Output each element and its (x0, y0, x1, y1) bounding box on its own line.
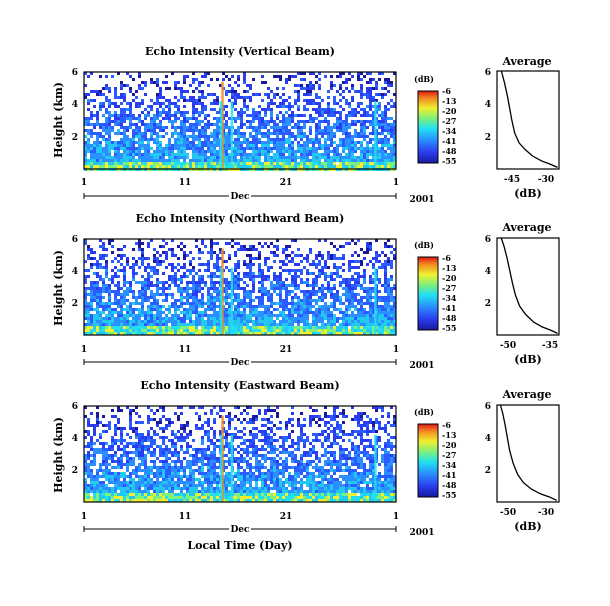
colorbar-tick: -34 (442, 460, 457, 470)
colorbar-ticks: -6 -13 -20 -27 -34 -41 -48 -55 (442, 253, 457, 333)
heatmap-title: Echo Intensity (Eastward Beam) (140, 379, 339, 392)
y-tick-label: 4 (72, 267, 78, 277)
colorbar-tick: -6 (442, 86, 451, 96)
x-tick-label: 11 (179, 345, 192, 355)
colorbar-tick: -41 (442, 303, 456, 313)
profile-x-tick: -50 (500, 508, 516, 518)
x-tick-label: 1 (81, 512, 87, 522)
colorbar-unit: (dB) (414, 240, 434, 250)
colorbar-tick: -27 (442, 450, 456, 460)
y-tick-label: 2 (72, 133, 78, 143)
profile-title: Average (501, 388, 551, 401)
colorbar-tick: -20 (442, 106, 457, 116)
colorbar (418, 91, 438, 163)
y-tick-label: 6 (72, 235, 78, 245)
profile-x-label: (dB) (514, 520, 541, 533)
colorbar-tick: -41 (442, 136, 456, 146)
profile-y-tick: 4 (485, 267, 491, 277)
colorbar-tick: -13 (442, 263, 457, 273)
year-label: 2001 (409, 361, 434, 371)
x-tick-label: 1 (81, 178, 87, 188)
x-tick-label: 11 (179, 512, 192, 522)
x-tick-label: 1 (393, 178, 399, 188)
colorbar-tick: -6 (442, 420, 451, 430)
profile-x-tick: -30 (538, 508, 554, 518)
profile-title: Average (501, 221, 551, 234)
month-label: Dec (230, 192, 250, 202)
colorbar-tick: -48 (442, 146, 457, 156)
row-eastward-beam: Echo Intensity (Eastward Beam) Height (k… (52, 379, 559, 552)
y-tick-label: 4 (72, 434, 78, 444)
profile-title: Average (501, 55, 551, 68)
heatmap-title: Echo Intensity (Vertical Beam) (145, 45, 335, 58)
profile-frame (497, 405, 559, 502)
profile-y-tick: 6 (485, 235, 491, 245)
colorbar-tick: -27 (442, 283, 456, 293)
y-axis-label: Height (km) (52, 250, 65, 326)
x-tick-label: 1 (393, 345, 399, 355)
profile-x-tick: -50 (500, 341, 516, 351)
x-tick-label: 1 (81, 345, 87, 355)
profile-y-tick: 6 (485, 402, 491, 412)
profile-line (501, 238, 557, 333)
row-vertical-beam: Echo Intensity (Vertical Beam) Height (k… (52, 45, 559, 205)
colorbar (418, 257, 438, 330)
colorbar-tick: -6 (442, 253, 451, 263)
profile-line (500, 405, 556, 500)
colorbar-tick: -27 (442, 116, 456, 126)
colorbar-tick: -13 (442, 430, 457, 440)
heatmap-title: Echo Intensity (Northward Beam) (136, 212, 345, 225)
row-northward-beam: Echo Intensity (Northward Beam) Height (… (52, 212, 559, 371)
x-tick-label: 1 (393, 512, 399, 522)
profile-x-tick: -45 (504, 175, 520, 185)
profile-x-tick: -30 (538, 175, 554, 185)
colorbar-tick: -20 (442, 273, 457, 283)
year-label: 2001 (409, 528, 434, 538)
profile-frame (497, 71, 559, 169)
y-tick-label: 2 (72, 466, 78, 476)
colorbar-tick: -41 (442, 470, 456, 480)
x-tick-label: 21 (280, 178, 293, 188)
colorbar-tick: -55 (442, 323, 456, 333)
profile-line (501, 71, 557, 167)
colorbar-tick: -13 (442, 96, 457, 106)
profile-y-tick: 4 (485, 434, 491, 444)
profile-y-tick: 2 (485, 299, 491, 309)
profile-y-tick: 2 (485, 133, 491, 143)
x-tick-label: 21 (280, 345, 293, 355)
colorbar-tick: -34 (442, 126, 457, 136)
y-tick-label: 4 (72, 100, 78, 110)
colorbar-tick: -20 (442, 440, 457, 450)
profile-x-label: (dB) (514, 353, 541, 366)
year-label: 2001 (409, 195, 434, 205)
month-label: Dec (230, 358, 250, 368)
profile-y-tick: 6 (485, 68, 491, 78)
colorbar-ticks: -6 -13 -20 -27 -34 -41 -48 -55 (442, 86, 457, 166)
colorbar-unit: (dB) (414, 74, 434, 84)
y-axis-label: Height (km) (52, 82, 65, 158)
month-label: Dec (230, 525, 250, 535)
profile-y-tick: 2 (485, 466, 491, 476)
y-tick-label: 6 (72, 68, 78, 78)
colorbar (418, 424, 438, 497)
profile-y-tick: 4 (485, 100, 491, 110)
profile-x-tick: -35 (542, 341, 558, 351)
colorbar-tick: -48 (442, 480, 457, 490)
x-tick-label: 11 (179, 178, 192, 188)
y-axis-label: Height (km) (52, 417, 65, 493)
colorbar-unit: (dB) (414, 407, 434, 417)
x-tick-label: 21 (280, 512, 293, 522)
colorbar-tick: -55 (442, 490, 456, 500)
colorbar-tick: -48 (442, 313, 457, 323)
x-axis-label: Local Time (Day) (187, 539, 292, 552)
colorbar-tick: -55 (442, 156, 456, 166)
y-tick-label: 6 (72, 402, 78, 412)
colorbar-ticks: -6 -13 -20 -27 -34 -41 -48 -55 (442, 420, 457, 500)
profile-x-label: (dB) (514, 187, 541, 200)
y-tick-label: 2 (72, 299, 78, 309)
colorbar-tick: -34 (442, 293, 457, 303)
